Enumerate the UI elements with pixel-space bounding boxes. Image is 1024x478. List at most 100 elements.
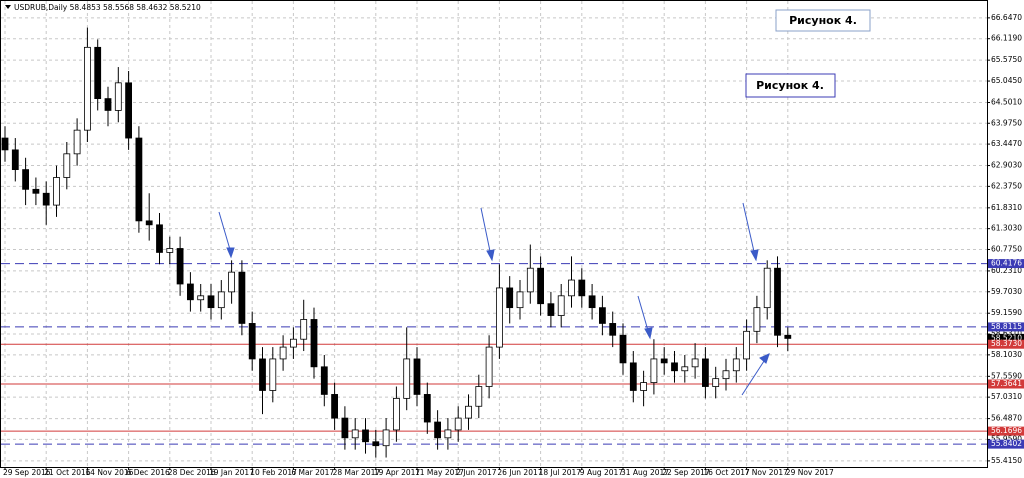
- candle-body: [362, 429, 369, 443]
- x-tick-label: 29 Nov 2017: [786, 468, 834, 477]
- x-tick-label: 22 Sep 2017: [662, 468, 710, 477]
- level-label: 58.8115: [991, 322, 1022, 331]
- candle-body: [351, 429, 359, 439]
- candle-body: [609, 323, 617, 336]
- candles: [1, 27, 792, 458]
- y-tick-label: 63.9750: [991, 118, 1022, 127]
- x-tick-label: 31 Aug 2017: [621, 468, 669, 477]
- x-tick-label: 11 May 2017: [415, 468, 464, 477]
- menu-triangle: [5, 5, 11, 9]
- annotation-box: [775, 9, 871, 32]
- candle-body: [125, 82, 132, 139]
- candle-body: [691, 358, 699, 368]
- candle-body: [650, 358, 658, 383]
- y-tick-label: 59.1590: [991, 308, 1022, 317]
- candle-body: [588, 295, 596, 309]
- level-label: 57.3641: [991, 379, 1022, 388]
- candle-body: [629, 362, 637, 391]
- level-label: 55.8402: [991, 439, 1022, 448]
- candle-body: [22, 169, 30, 190]
- candle-body: [475, 386, 483, 407]
- y-tick-label: 59.7030: [991, 287, 1022, 296]
- x-tick-label: 19 Jan 2017: [209, 468, 254, 477]
- annotation-box: [745, 73, 836, 98]
- candle-body: [156, 224, 163, 253]
- candle-body: [341, 417, 349, 439]
- candle-body: [217, 291, 225, 309]
- level-label: 60.4176: [991, 259, 1022, 268]
- candle-body: [712, 378, 720, 387]
- candle-body: [104, 98, 112, 111]
- candle-body: [640, 382, 647, 391]
- candle-body: [444, 429, 452, 439]
- candle-body: [320, 366, 328, 395]
- annotation: Рисунок 4.: [789, 14, 857, 27]
- chart-title: USDRUB,Daily 58.4853 58.5568 58.4632 58.…: [14, 3, 201, 12]
- y-tick-label: 60.2310: [991, 266, 1022, 275]
- candle-body: [207, 295, 215, 309]
- candle-body: [289, 338, 297, 348]
- candle-body: [465, 405, 472, 419]
- candle-body: [568, 279, 575, 297]
- candle-body: [228, 271, 236, 293]
- levels: [1, 263, 987, 445]
- candle-body: [269, 358, 277, 391]
- annotation: Рисунок 4.: [756, 79, 824, 92]
- candle-body: [660, 358, 668, 364]
- y-tick-label: 62.9030: [991, 161, 1022, 170]
- y-tick-label: 57.0310: [991, 392, 1022, 401]
- x-tick-label: 28 Mar 2017: [333, 468, 381, 477]
- candle-body: [403, 358, 411, 399]
- y-tick-label: 61.3030: [991, 224, 1022, 233]
- candle-body: [135, 137, 143, 222]
- candle-body: [248, 323, 256, 360]
- candle-body: [619, 334, 627, 364]
- level-label: 56.1696: [991, 426, 1022, 435]
- x-tick-label: 29 Sep 2016: [3, 468, 51, 477]
- y-tick-label: 61.8310: [991, 203, 1022, 212]
- y-tick-label: 62.3750: [991, 181, 1022, 190]
- candle-body: [485, 346, 493, 387]
- x-tick-label: 7 Nov 2017: [745, 468, 788, 477]
- candle-body: [11, 149, 19, 171]
- candle-body: [331, 394, 339, 419]
- level-tag: [988, 379, 1024, 389]
- candle-body: [53, 177, 60, 206]
- candle-body: [238, 271, 246, 324]
- candle-body: [774, 267, 781, 336]
- level-tag: [988, 439, 1024, 449]
- x-tick-label: 18 Jul 2017: [539, 468, 582, 477]
- candle-body: [784, 334, 792, 339]
- level-label: 58.5210: [991, 333, 1022, 342]
- arrows: [218, 202, 770, 396]
- x-tick-label: 14 Nov 2016: [85, 468, 133, 477]
- x-tick-label: 26 Jun 2017: [497, 468, 542, 477]
- candle-body: [166, 248, 174, 253]
- candle-body: [145, 220, 153, 226]
- candle-body: [671, 362, 678, 372]
- x-tick-label: 2 Jun 2017: [456, 468, 497, 477]
- candle-body: [114, 82, 122, 111]
- candle-body: [454, 417, 462, 431]
- candle-body: [186, 283, 194, 301]
- candle-body: [434, 421, 442, 439]
- x-tick-label: 6 Dec 2016: [127, 468, 170, 477]
- candle-body: [423, 394, 431, 423]
- candle-body: [413, 358, 421, 395]
- candle-body: [259, 358, 266, 391]
- candle-body: [702, 358, 709, 387]
- y-tick-label: 60.7750: [991, 244, 1022, 253]
- x-tick-label: 19 Apr 2017: [374, 468, 421, 477]
- y-tick-label: 66.6470: [991, 13, 1022, 22]
- level-tag: [988, 339, 1024, 349]
- candle-body: [526, 267, 534, 293]
- x-tick-label: 6 Mar 2017: [291, 468, 334, 477]
- candle-body: [42, 192, 50, 206]
- candle-body: [722, 370, 730, 380]
- candle-body: [94, 46, 102, 100]
- y-tick-label: 57.5590: [991, 371, 1022, 380]
- candle-body: [732, 358, 740, 372]
- level-tag: [988, 259, 1024, 269]
- level-tag: [988, 333, 1024, 343]
